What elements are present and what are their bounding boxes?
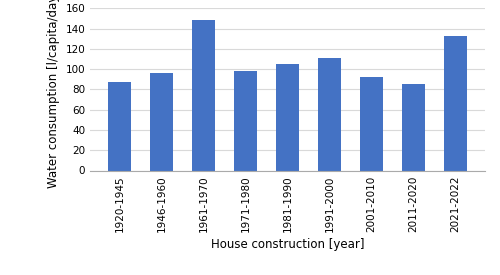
Bar — [234, 71, 257, 170]
Bar — [108, 82, 131, 170]
Bar — [360, 77, 383, 170]
Bar — [402, 84, 425, 170]
Bar — [150, 73, 173, 170]
Bar — [318, 58, 341, 170]
Bar — [276, 64, 299, 170]
Bar — [444, 36, 467, 170]
Bar — [192, 20, 215, 170]
Y-axis label: Water consumption [l/capita/day]: Water consumption [l/capita/day] — [47, 0, 60, 188]
X-axis label: House construction [year]: House construction [year] — [211, 238, 364, 251]
